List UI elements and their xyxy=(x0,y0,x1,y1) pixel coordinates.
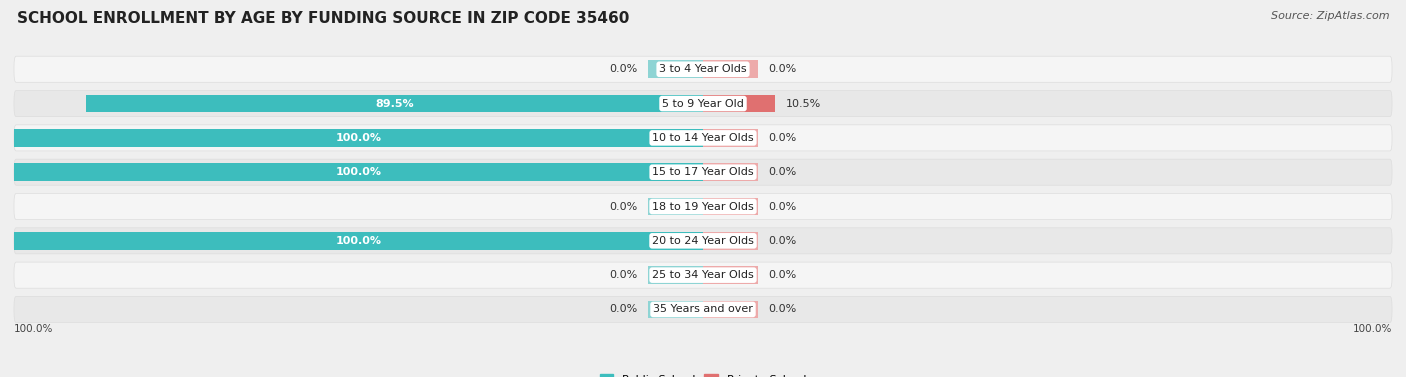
Text: 0.0%: 0.0% xyxy=(769,167,797,177)
Text: 3 to 4 Year Olds: 3 to 4 Year Olds xyxy=(659,64,747,74)
Text: 100.0%: 100.0% xyxy=(14,324,53,334)
Bar xyxy=(14,129,703,147)
Text: 0.0%: 0.0% xyxy=(769,236,797,246)
Bar xyxy=(703,60,758,78)
Text: 0.0%: 0.0% xyxy=(609,64,637,74)
FancyBboxPatch shape xyxy=(14,228,1392,254)
Text: 25 to 34 Year Olds: 25 to 34 Year Olds xyxy=(652,270,754,280)
Bar xyxy=(648,300,703,318)
Text: 35 Years and over: 35 Years and over xyxy=(652,305,754,314)
Bar xyxy=(86,95,703,112)
Bar xyxy=(703,232,758,250)
Bar xyxy=(703,300,758,318)
Legend: Public School, Private School: Public School, Private School xyxy=(595,370,811,377)
Bar xyxy=(648,60,703,78)
FancyBboxPatch shape xyxy=(14,56,1392,82)
Text: 100.0%: 100.0% xyxy=(1353,324,1392,334)
FancyBboxPatch shape xyxy=(14,159,1392,185)
Text: 18 to 19 Year Olds: 18 to 19 Year Olds xyxy=(652,202,754,211)
Bar xyxy=(703,198,758,215)
Text: 15 to 17 Year Olds: 15 to 17 Year Olds xyxy=(652,167,754,177)
Bar xyxy=(14,232,703,250)
FancyBboxPatch shape xyxy=(14,296,1392,322)
Text: 0.0%: 0.0% xyxy=(769,64,797,74)
Bar xyxy=(703,266,758,284)
Text: 0.0%: 0.0% xyxy=(769,305,797,314)
Text: 0.0%: 0.0% xyxy=(769,133,797,143)
Text: 5 to 9 Year Old: 5 to 9 Year Old xyxy=(662,98,744,109)
Text: 100.0%: 100.0% xyxy=(336,236,381,246)
Text: 20 to 24 Year Olds: 20 to 24 Year Olds xyxy=(652,236,754,246)
Text: 100.0%: 100.0% xyxy=(336,133,381,143)
FancyBboxPatch shape xyxy=(14,125,1392,151)
FancyBboxPatch shape xyxy=(14,262,1392,288)
Text: 10 to 14 Year Olds: 10 to 14 Year Olds xyxy=(652,133,754,143)
Bar xyxy=(14,163,703,181)
Text: 0.0%: 0.0% xyxy=(609,305,637,314)
Text: 0.0%: 0.0% xyxy=(609,202,637,211)
Text: 10.5%: 10.5% xyxy=(786,98,821,109)
Bar xyxy=(703,95,775,112)
Bar xyxy=(648,198,703,215)
FancyBboxPatch shape xyxy=(14,193,1392,219)
Text: 89.5%: 89.5% xyxy=(375,98,413,109)
FancyBboxPatch shape xyxy=(14,90,1392,116)
Text: SCHOOL ENROLLMENT BY AGE BY FUNDING SOURCE IN ZIP CODE 35460: SCHOOL ENROLLMENT BY AGE BY FUNDING SOUR… xyxy=(17,11,630,26)
Text: 0.0%: 0.0% xyxy=(609,270,637,280)
Text: 100.0%: 100.0% xyxy=(336,167,381,177)
Bar xyxy=(648,266,703,284)
Bar xyxy=(703,129,758,147)
Text: 0.0%: 0.0% xyxy=(769,202,797,211)
Text: Source: ZipAtlas.com: Source: ZipAtlas.com xyxy=(1271,11,1389,21)
Text: 0.0%: 0.0% xyxy=(769,270,797,280)
Bar xyxy=(703,163,758,181)
